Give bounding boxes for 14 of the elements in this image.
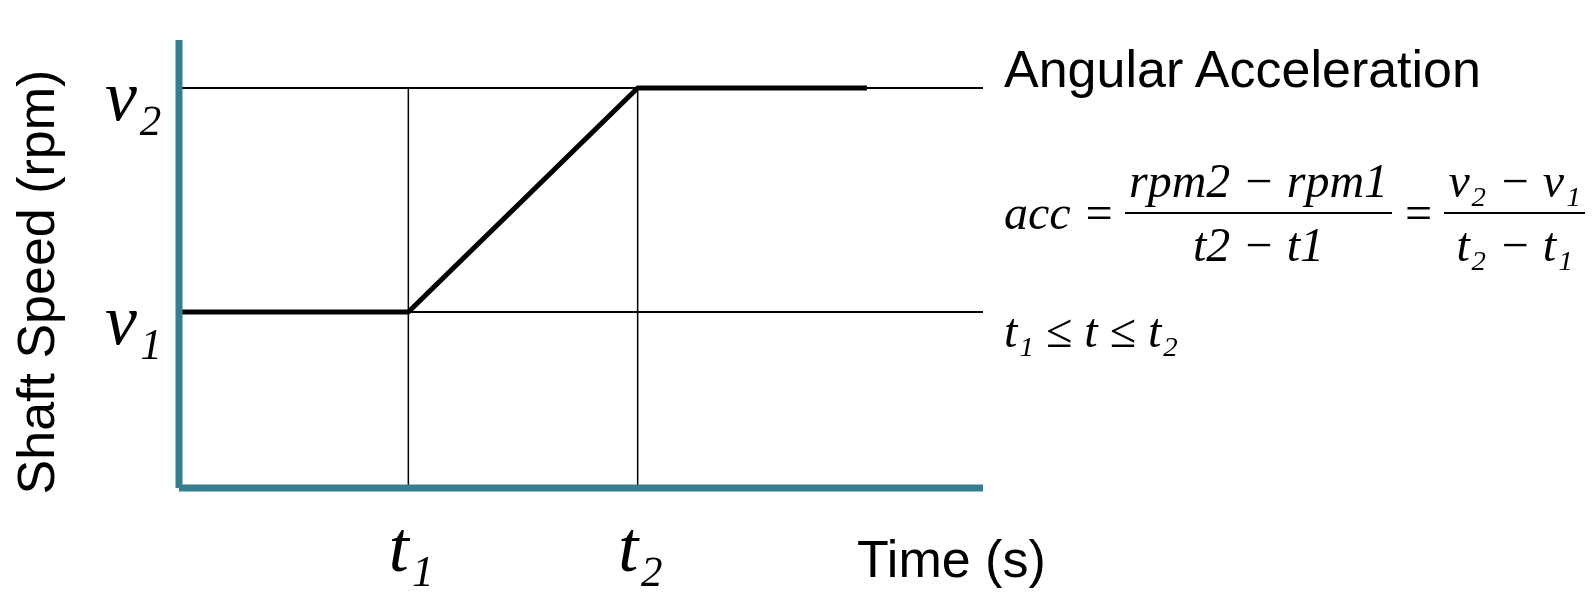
x-axis-title: Time (s): [857, 530, 1046, 588]
y-axis-title: Shaft Speed (rpm): [7, 69, 65, 495]
ref-line-label: v₁: [105, 280, 162, 360]
text: =: [1402, 185, 1435, 242]
text: v₂ − v₁: [1444, 150, 1585, 215]
x-tick-label: t₂: [618, 507, 664, 587]
text: t₂ − t₁: [1455, 217, 1574, 274]
text: t₁ ≤ t ≤ t₂: [1004, 303, 1179, 359]
x-tick-label: t₁: [388, 507, 434, 587]
ref-line-label: v₂: [105, 56, 162, 136]
text: rpm2 − rpm1: [1125, 150, 1393, 215]
text: Angular Acceleration: [1004, 40, 1481, 98]
text: acc =: [1004, 185, 1115, 242]
text: t2 − t1: [1192, 217, 1326, 274]
